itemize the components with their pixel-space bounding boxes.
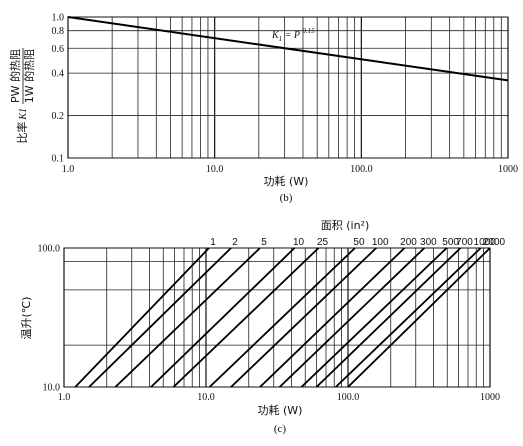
panel-c-area-label: 200: [400, 237, 417, 248]
panel-c-y-tick-labels: 100.0 10.0: [38, 244, 61, 394]
panel-c-area-label: 2000: [483, 237, 506, 248]
panel-c-series-line-area-300: [279, 247, 425, 388]
panel-b-chart: 1.0 10.0 100.0 1000 1.0 0.8 0.6 0.4 0.2 0.1 K1 =…: [8, 13, 518, 205]
panel-b-x-tick-label: 10.0: [206, 164, 224, 175]
panel-c-series-line-area-2: [88, 247, 232, 388]
panel-c-series-line-area-50: [208, 247, 356, 388]
panel-c-area-label: 300: [420, 237, 437, 248]
panel-c-area-label: 1: [210, 237, 216, 248]
panel-c-y-tick-label: 10.0: [43, 383, 61, 394]
panel-c-y-axis-title: 温升(℃): [20, 297, 33, 340]
panel-b-x-tick-label: 1000: [498, 164, 518, 175]
panel-c-series-line-area-5: [114, 247, 261, 388]
panel-b-series-line: [67, 16, 509, 82]
panel-c-x-axis-title: 功耗 (W): [258, 404, 303, 417]
panel-c-series-line-area-100: [230, 247, 377, 388]
panel-c-series: [74, 247, 491, 388]
panel-b-x-axis-title: 功耗 (W): [264, 175, 309, 188]
panel-c-x-tick-labels: 1.0 10.0 100.0 1000: [58, 392, 500, 403]
panel-b-x-tick-labels: 1.0 10.0 100.0 1000: [62, 164, 518, 175]
panel-c-area-label: 1000: [474, 237, 497, 248]
panel-c-series-line-area-500: [300, 247, 448, 388]
panel-c-area-label: 100: [372, 237, 389, 248]
panel-c-series-line-area-200: [259, 247, 406, 388]
panel-c-x-tick-label: 10.0: [197, 392, 215, 403]
panel-c-series-line-area-10: [150, 247, 296, 388]
panel-c-series-line-area-1000: [335, 247, 482, 388]
panel-c-series-line-area-700: [315, 247, 462, 388]
panel-c-x-tick-label: 100.0: [337, 392, 360, 403]
panel-b-y-title-prefix: 比率K1: [15, 108, 29, 144]
panel-b-y-axis-title: 比率K1 PW 的热阻 1W 的热阻: [8, 48, 36, 144]
panel-b-y-tick-label: 0.8: [52, 26, 65, 37]
panel-c-area-label: 50: [353, 237, 365, 248]
panel-c-series-line-area-1: [74, 247, 210, 388]
panel-c-x-tick-label: 1000: [480, 392, 500, 403]
panel-b-y-title-denominator: 1W 的热阻: [22, 49, 36, 103]
panel-c-plot-frame: [63, 247, 491, 388]
panel-b-x-tick-label: 100.0: [350, 164, 373, 175]
panel-b-y-tick-label: 0.2: [52, 111, 65, 122]
panel-c-area-label: 500: [442, 237, 459, 248]
panel-b-y-tick-label: 0.6: [52, 44, 65, 55]
panel-b-caption: (b): [280, 192, 293, 204]
panel-c-area-label: 5: [261, 237, 267, 248]
panel-b-x-tick-label: 1.0: [62, 164, 75, 175]
panel-c-series-line-area-25: [172, 247, 320, 388]
panel-c-area-label: 700: [456, 237, 473, 248]
panel-c-area-label: 25: [317, 237, 329, 248]
panel-c-top-axis-title: 面积 (in²): [321, 219, 370, 232]
panel-b-y-tick-label: 1.0: [52, 13, 65, 24]
panel-b-formula: K1 = P 0.15: [271, 27, 315, 43]
panel-b-y-tick-label: 0.1: [52, 154, 65, 165]
panel-c-area-label: 10: [293, 237, 305, 248]
panel-b-y-title-numerator: PW 的热阻: [8, 49, 22, 103]
panel-b-plot-frame: [67, 16, 509, 159]
panel-c-y-tick-label: 100.0: [38, 244, 61, 255]
panel-c-area-label: 2: [232, 237, 238, 248]
panel-c-x-tick-label: 1.0: [58, 392, 71, 403]
panel-b-y-tick-label: 0.4: [52, 69, 65, 80]
panel-c-series-line-area-2000: [347, 247, 491, 388]
panel-b-y-tick-labels: 1.0 0.8 0.6 0.4 0.2 0.1: [52, 13, 65, 165]
panel-c-caption: (c): [274, 423, 287, 435]
panel-b-series: [67, 16, 509, 82]
